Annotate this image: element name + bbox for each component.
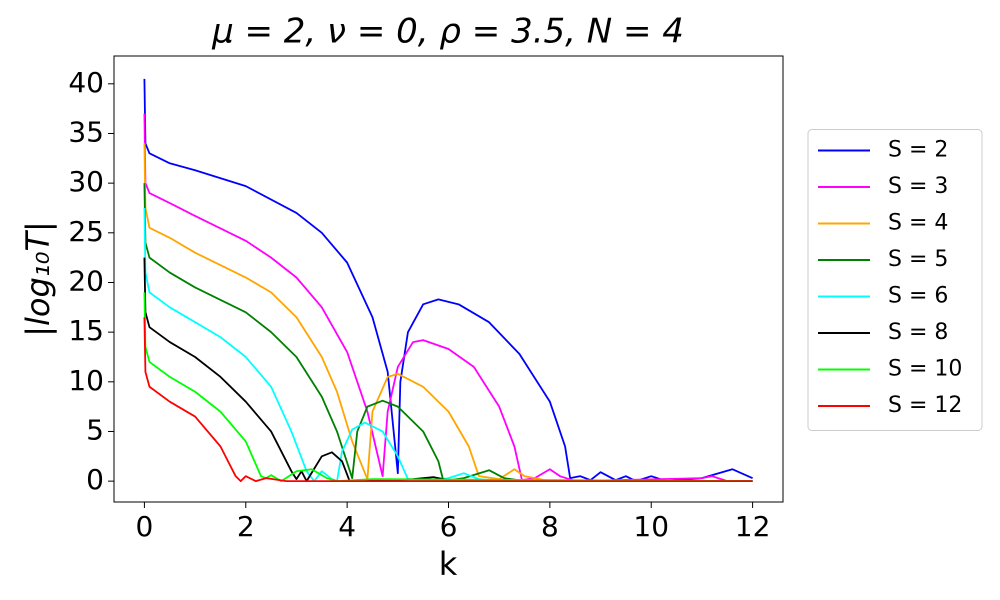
legend-label: S = 3 <box>888 174 948 199</box>
x-tick-label: 6 <box>440 510 458 543</box>
y-axis-label: |log₁₀T| <box>19 221 57 337</box>
series-line <box>143 292 753 483</box>
plot-frame <box>113 55 784 503</box>
y-tick-label: 40 <box>68 66 104 99</box>
x-axis-label: k <box>439 545 458 583</box>
x-tick-label: 2 <box>237 510 255 543</box>
legend-label: S = 5 <box>888 247 948 272</box>
y-tick-label: 15 <box>68 314 104 347</box>
series-line <box>143 257 753 483</box>
x-tick-label: 4 <box>338 510 356 543</box>
legend-box <box>807 129 983 431</box>
x-tick-label: 8 <box>541 510 559 543</box>
y-tick-label: 25 <box>68 215 104 248</box>
y-tick-label: 30 <box>68 165 104 198</box>
y-tick-label: 20 <box>68 264 104 297</box>
legend-label: S = 8 <box>888 320 948 345</box>
y-tick-label: 35 <box>68 115 104 148</box>
legend-label: S = 12 <box>888 393 962 418</box>
series-line <box>143 317 753 483</box>
series-line <box>143 207 753 483</box>
series-line <box>143 113 753 483</box>
legend-label: S = 10 <box>888 357 962 382</box>
legend-label: S = 2 <box>888 138 948 163</box>
y-tick-label: 5 <box>86 413 104 446</box>
series-line <box>143 78 753 483</box>
chart-title: μ = 2, ν = 0, ρ = 3.5, N = 4 <box>211 12 684 52</box>
x-tick-label: 10 <box>633 510 669 543</box>
legend-label: S = 6 <box>888 284 948 309</box>
legend-label: S = 4 <box>888 211 948 236</box>
y-tick-label: 10 <box>68 364 104 397</box>
y-tick-label: 0 <box>86 463 104 496</box>
series-line <box>143 183 753 483</box>
x-tick-label: 0 <box>135 510 153 543</box>
x-tick-label: 12 <box>735 510 771 543</box>
